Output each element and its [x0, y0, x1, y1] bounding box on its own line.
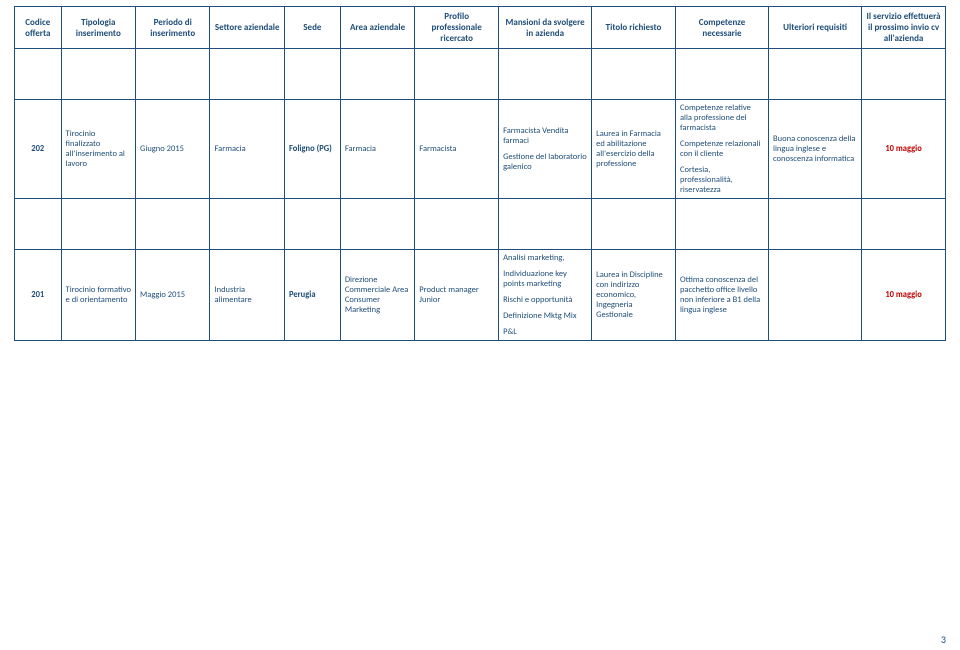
spacer-row-top — [15, 49, 946, 100]
cell-code: 202 — [15, 100, 62, 199]
page-container: Codice offerta Tipologia inserimento Per… — [0, 0, 960, 650]
col-mansioni: Mansioni da svolgere in azienda — [499, 7, 592, 49]
cell-tipologia: Tirocinio formativo e di orientamento — [61, 250, 135, 341]
mansioni-item: Gestione del laboratorio galenico — [503, 152, 587, 172]
competenze-item: Cortesia, professionalità, riservatezza — [680, 165, 764, 195]
table-header: Codice offerta Tipologia inserimento Per… — [15, 7, 946, 49]
cell-settore: Industria alimentare — [210, 250, 284, 341]
cell-sede: Foligno (PG) — [284, 100, 340, 199]
cell-mansioni: Farmacista Vendita farmaci Gestione del … — [499, 100, 592, 199]
cell-area: Direzione Commerciale Area Consumer Mark… — [340, 250, 414, 341]
cell-profilo: Product manager Junior — [415, 250, 499, 341]
cell-invio: 10 maggio — [862, 100, 946, 199]
page-number: 3 — [941, 633, 946, 646]
cell-periodo: Maggio 2015 — [136, 250, 210, 341]
cell-competenze: Ottima conoscenza del pacchetto office l… — [675, 250, 768, 341]
cell-profilo: Farmacista — [415, 100, 499, 199]
cell-titolo: Laurea in Farmacia ed abilitazione all'e… — [592, 100, 676, 199]
mansioni-item: Rischi e opportunità — [503, 295, 587, 305]
cell-settore: Farmacia — [210, 100, 284, 199]
offers-table: Codice offerta Tipologia inserimento Per… — [14, 6, 946, 341]
row-201: 201 Tirocinio formativo e di orientament… — [15, 250, 946, 341]
competenze-item: Ottima conoscenza del pacchetto office l… — [680, 275, 764, 315]
col-area: Area aziendale — [340, 7, 414, 49]
cell-area: Farmacia — [340, 100, 414, 199]
col-invio: Il servizio effettuerà il prossimo invio… — [862, 7, 946, 49]
cell-code: 201 — [15, 250, 62, 341]
mansioni-item: Definizione Mktg Mix — [503, 311, 587, 321]
cell-titolo: Laurea in Discipline con indirizzo econo… — [592, 250, 676, 341]
cell-invio: 10 maggio — [862, 250, 946, 341]
col-profilo: Profilo professionale ricercato — [415, 7, 499, 49]
mansioni-item: P&L — [503, 327, 587, 337]
cell-ulteriori: Buona conoscenza della lingua inglese e … — [769, 100, 862, 199]
col-sede: Sede — [284, 7, 340, 49]
competenze-item: Competenze relazionali con il cliente — [680, 139, 764, 159]
mansioni-item: Analisi marketing, — [503, 253, 587, 263]
col-codice: Codice offerta — [15, 7, 62, 49]
competenze-item: Competenze relative alla professione del… — [680, 103, 764, 133]
spacer-row-mid — [15, 199, 946, 250]
mansioni-item: Farmacista Vendita farmaci — [503, 126, 587, 146]
row-202: 202 Tirocinio finalizzato all'inseriment… — [15, 100, 946, 199]
mansioni-item: Individuazione key points marketing — [503, 269, 587, 289]
col-competenze: Competenze necessarie — [675, 7, 768, 49]
col-periodo: Periodo di inserimento — [136, 7, 210, 49]
col-titolo: Titolo richiesto — [592, 7, 676, 49]
cell-mansioni: Analisi marketing, Individuazione key po… — [499, 250, 592, 341]
col-settore: Settore aziendale — [210, 7, 284, 49]
cell-competenze: Competenze relative alla professione del… — [675, 100, 768, 199]
cell-periodo: Giugno 2015 — [136, 100, 210, 199]
cell-tipologia: Tirocinio finalizzato all'inserimento al… — [61, 100, 135, 199]
cell-sede: Perugia — [284, 250, 340, 341]
cell-ulteriori — [769, 250, 862, 341]
table-body: 202 Tirocinio finalizzato all'inseriment… — [15, 49, 946, 341]
col-ulteriori: Ulteriori requisiti — [769, 7, 862, 49]
header-row: Codice offerta Tipologia inserimento Per… — [15, 7, 946, 49]
col-tipologia: Tipologia inserimento — [61, 7, 135, 49]
